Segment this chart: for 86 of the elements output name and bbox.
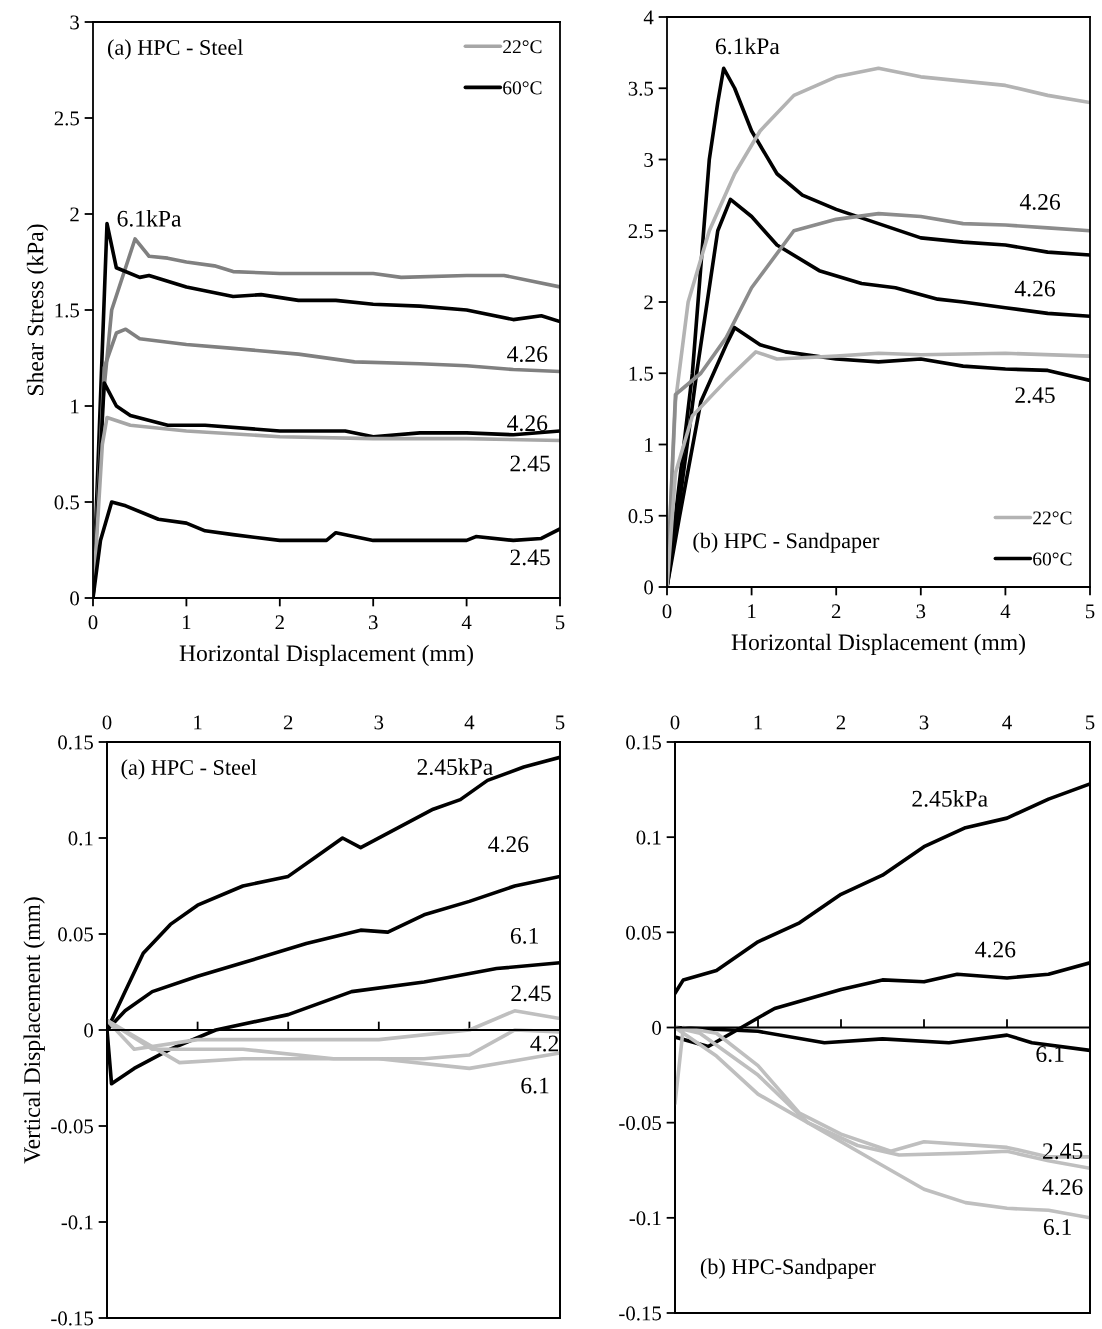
y-tick-label: 1.5 bbox=[55, 303, 79, 318]
annotation: 4.26 bbox=[1019, 194, 1061, 210]
annotation: 2.45 bbox=[1042, 1143, 1083, 1160]
y-tick-label: -0.15 bbox=[51, 1311, 93, 1326]
annotation: 6.1 bbox=[1043, 1219, 1071, 1236]
x-tick-label: 2 bbox=[275, 615, 284, 630]
y-tick-label: 1 bbox=[645, 437, 653, 452]
y-tick-label: -0.15 bbox=[619, 1306, 661, 1321]
annotation: 4.26 bbox=[488, 836, 529, 853]
x-tick-label: 1 bbox=[183, 615, 191, 630]
y-axis-title: Shear Stress (kPa) bbox=[26, 224, 49, 395]
x-tick-label: 3 bbox=[916, 604, 926, 619]
y-tick-label: 0 bbox=[84, 1023, 94, 1038]
y-tick-label: 2 bbox=[70, 207, 79, 222]
annotation: 6.1 bbox=[521, 1077, 549, 1094]
y-tick-label: 3.5 bbox=[628, 81, 653, 96]
annotation: 4.26 bbox=[507, 346, 548, 363]
annotation: 6.1kPa bbox=[715, 37, 780, 55]
annotation: 4.26 bbox=[1042, 1179, 1083, 1196]
y-tick-label: 0.15 bbox=[626, 735, 661, 750]
annotation: 2.45 bbox=[510, 455, 550, 472]
x-tick-label: 5 bbox=[1086, 604, 1095, 619]
y-tick-label: 0.05 bbox=[626, 925, 661, 940]
text: (a) HPC - Steel bbox=[107, 39, 243, 60]
text: (a) HPC - Steel bbox=[121, 759, 257, 780]
y-tick-label: 1 bbox=[71, 399, 79, 414]
y-tick-label: 0 bbox=[652, 1020, 662, 1035]
y-tick-label: 2.5 bbox=[628, 224, 653, 239]
annotation: 2.45 bbox=[510, 549, 550, 566]
y-tick-label: 0 bbox=[70, 591, 80, 606]
y-tick-label: -0.1 bbox=[61, 1215, 93, 1230]
text: (b) HPC - Sandpaper bbox=[693, 532, 880, 553]
x-tick-label: 2 bbox=[283, 715, 293, 730]
y-tick-label: 0.5 bbox=[628, 509, 653, 524]
x-tick-label: 4 bbox=[461, 615, 472, 630]
annotation: 4.26 bbox=[507, 415, 548, 432]
annotation: 4.26 bbox=[1014, 280, 1055, 297]
x-tick-label: 1 bbox=[748, 604, 756, 619]
annotation: 4.2 bbox=[530, 1035, 559, 1052]
x-tick-label: 5 bbox=[556, 715, 565, 730]
x-tick-label: 2 bbox=[831, 604, 841, 619]
x-tick-label: 3 bbox=[368, 615, 378, 630]
annotation: 2.45 bbox=[1015, 387, 1055, 404]
annotation: 6.1kPa bbox=[117, 210, 182, 227]
x-tick-label: 0 bbox=[662, 604, 672, 619]
annotation: 4.26 bbox=[975, 941, 1016, 958]
x-tick-label: 3 bbox=[919, 715, 929, 730]
y-tick-label: 0.1 bbox=[68, 831, 93, 846]
x-tick-label: 0 bbox=[670, 715, 680, 730]
y-tick-label: -0.05 bbox=[51, 1119, 93, 1134]
y-tick-label: 0.05 bbox=[58, 927, 93, 942]
annotation: 2.45kPa bbox=[417, 758, 493, 776]
x-tick-label: 3 bbox=[374, 715, 384, 730]
x-tick-label: 4 bbox=[1000, 604, 1011, 619]
x-axis-title: Horizontal Displacement (mm) bbox=[731, 633, 1025, 656]
legend-label: 22°C bbox=[503, 40, 542, 54]
annotation: 2.45 bbox=[511, 985, 551, 1002]
y-tick-label: 2.5 bbox=[54, 111, 79, 126]
y-tick-label: 4 bbox=[643, 10, 654, 25]
x-tick-label: 1 bbox=[754, 715, 762, 730]
y-tick-label: 0.5 bbox=[54, 495, 79, 510]
x-axis-title: Horizontal Displacement (mm) bbox=[179, 644, 473, 667]
x-tick-label: 4 bbox=[464, 715, 475, 730]
x-tick-label: 0 bbox=[102, 715, 112, 730]
legend-label: 22°C bbox=[1033, 511, 1072, 525]
legend-label: 60°C bbox=[503, 81, 542, 95]
annotation: 2.45kPa bbox=[912, 790, 988, 807]
x-tick-label: 1 bbox=[194, 715, 202, 730]
y-tick-label: 0.1 bbox=[636, 830, 661, 845]
x-tick-label: 5 bbox=[556, 615, 565, 630]
y-tick-label: 0 bbox=[644, 580, 654, 595]
y-axis-title: Vertical Displacement (mm) bbox=[23, 897, 45, 1164]
y-tick-label: 0.15 bbox=[58, 735, 93, 750]
text: (b) HPC-Sandpaper bbox=[700, 1258, 876, 1279]
x-tick-label: 5 bbox=[1086, 715, 1095, 730]
annotation: 6.1 bbox=[510, 927, 539, 944]
legend-label: 60°C bbox=[1033, 552, 1072, 566]
x-tick-label: 2 bbox=[836, 715, 846, 730]
x-tick-label: 4 bbox=[1002, 715, 1012, 730]
annotation: 6.1 bbox=[1036, 1046, 1064, 1063]
y-tick-label: 3 bbox=[644, 152, 653, 167]
y-tick-label: 2 bbox=[644, 295, 653, 310]
y-tick-label: -0.1 bbox=[629, 1211, 661, 1226]
y-tick-label: 3 bbox=[70, 15, 79, 30]
y-tick-label: 1.5 bbox=[629, 366, 653, 381]
y-tick-label: -0.05 bbox=[619, 1116, 661, 1131]
